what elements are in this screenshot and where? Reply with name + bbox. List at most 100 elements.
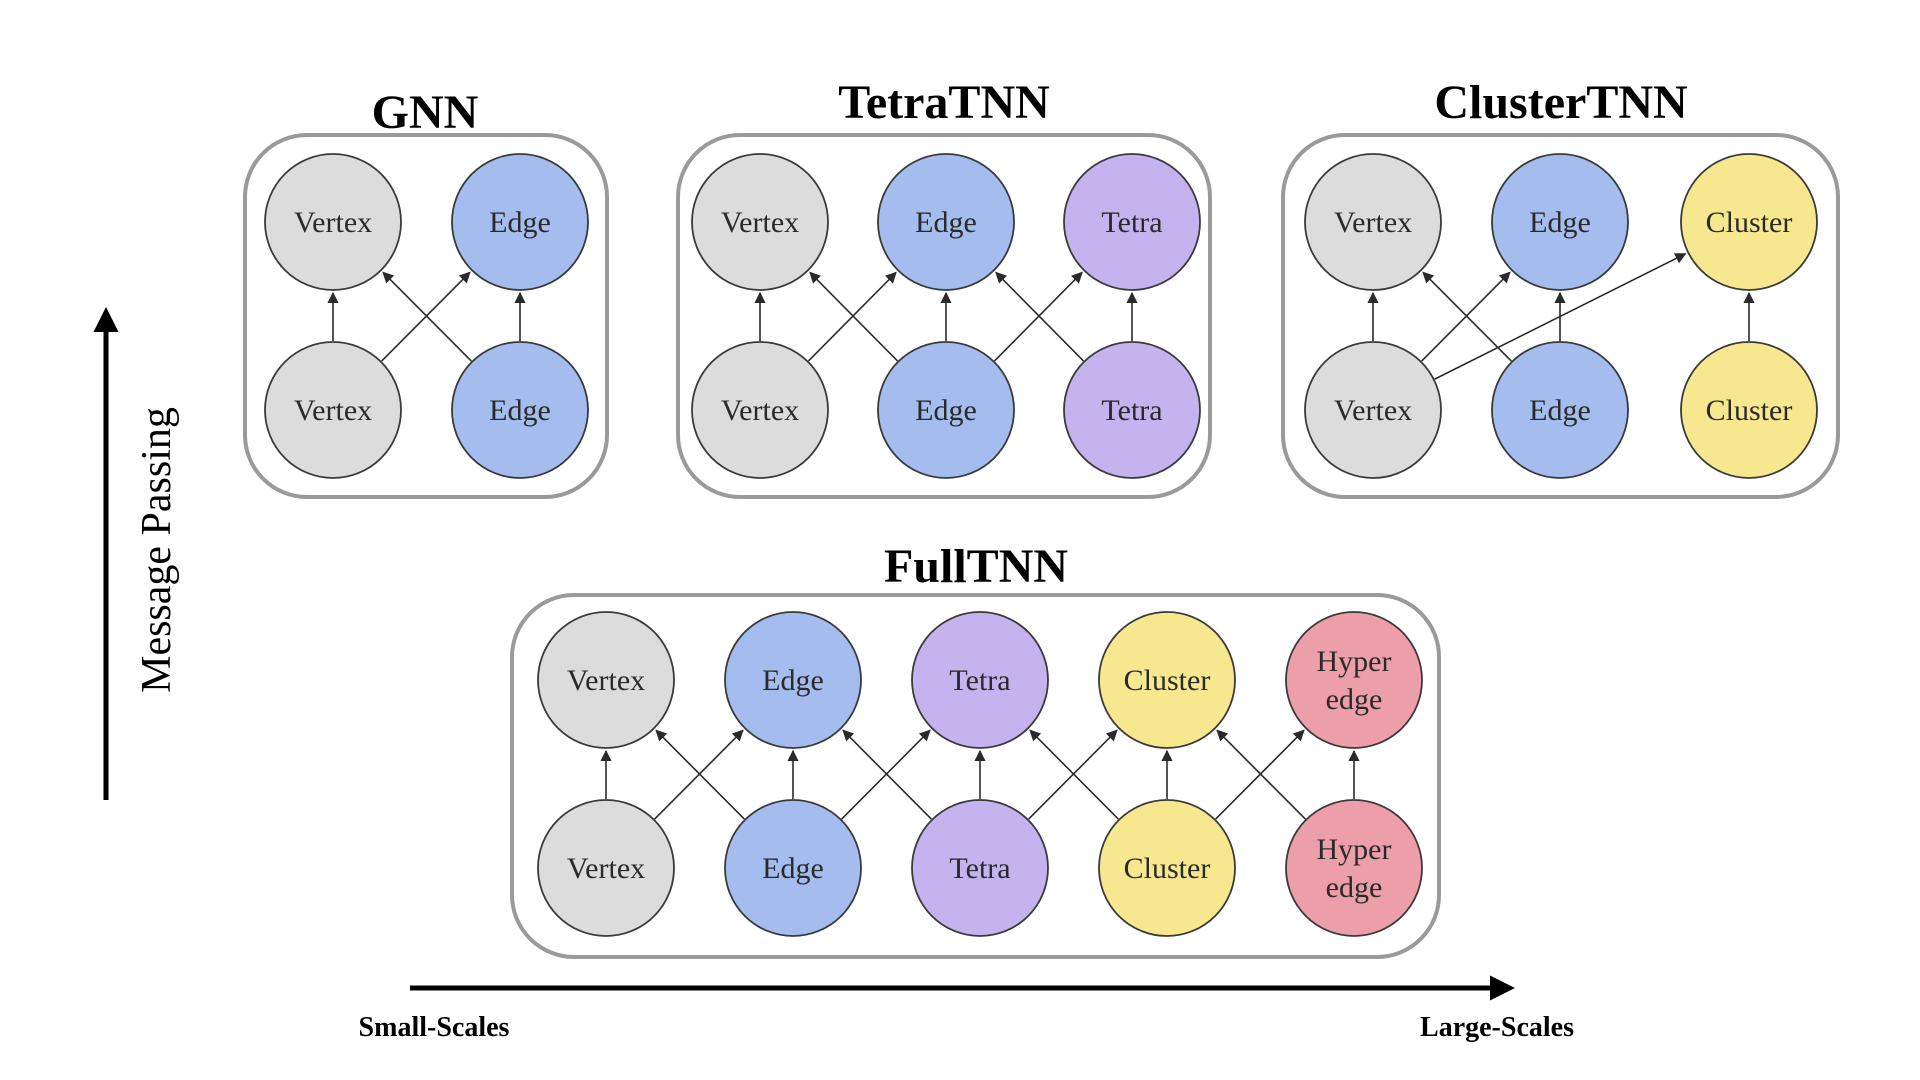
panel-title: FullTNN [884, 540, 1068, 593]
node-label: Vertex [1334, 206, 1412, 239]
arrow-t_bot-to-e_top [995, 271, 1085, 362]
panel-border [676, 133, 1212, 499]
arrow-t_bot-to-c_top [1028, 729, 1118, 820]
arrow-e_bot-to-v_top [809, 271, 899, 362]
node-label: Vertex [721, 394, 799, 427]
node-circle [264, 153, 402, 291]
node-label: Edge [489, 206, 551, 239]
node-circle [877, 153, 1015, 291]
panel-clustertnn: ClusterTNN Vertex Edge Cluster Vertex Edge Clu… [1281, 76, 1840, 499]
node-label: Edge [1529, 394, 1591, 427]
node-label: Cluster [1124, 852, 1211, 885]
node-circle [1304, 153, 1442, 291]
node-vertex: Vertex [537, 799, 675, 937]
message-arrows [1367, 253, 1755, 380]
y-axis-label: Message Passing [134, 407, 180, 693]
node-circle [1063, 341, 1201, 479]
node-cluster: Cluster [1098, 611, 1236, 749]
node-label: Cluster [1706, 394, 1793, 427]
node-vertex: Vertex [1304, 341, 1442, 479]
message-arrows [327, 271, 526, 362]
arrow-h_bot-to-c_top [1216, 729, 1306, 820]
node-tetra: Tetra [1063, 341, 1201, 479]
node-label: Edge [915, 206, 977, 239]
node-tetra: Tetra [911, 611, 1049, 749]
node-edge: Edge [877, 153, 1015, 291]
panel-title: GNN [372, 86, 479, 139]
arrow-e_bot-to-v_top [1422, 271, 1512, 362]
node-label: Vertex [567, 664, 645, 697]
node-circle [1680, 153, 1818, 291]
node-label: Tetra [949, 664, 1010, 697]
node-cluster: Cluster [1098, 799, 1236, 937]
panel-border [510, 593, 1441, 959]
arrow-v_bot-to-e_top [807, 271, 897, 362]
node-vertex: Vertex [264, 341, 402, 479]
node-edge: Edge [877, 341, 1015, 479]
node-circle [1680, 341, 1818, 479]
panels-layer: GNN Vertex Edge Vertex Edge TetraTNN Vertex Edg… [243, 76, 1840, 959]
node-circle [691, 341, 829, 479]
node-label: Vertex [567, 852, 645, 885]
arrow-t_bot-to-e_top [842, 729, 932, 820]
node-vertex: Vertex [537, 611, 675, 749]
node-label: Tetra [1101, 394, 1162, 427]
node-edge: Edge [451, 153, 589, 291]
arrow-v_bot-to-c_top [1434, 253, 1687, 380]
node-label: Hyper [1317, 645, 1392, 678]
node-label: Hyper [1317, 833, 1392, 866]
node-circle [451, 153, 589, 291]
node-label: Vertex [294, 394, 372, 427]
node-label: Edge [915, 394, 977, 427]
node-circle [537, 611, 675, 749]
node-edge: Edge [724, 799, 862, 937]
panel-fulltnn: FullTNN Vertex Edge Tetra Cluster Hyper edge Ve… [510, 540, 1441, 959]
node-circle [877, 341, 1015, 479]
node-cluster: Cluster [1680, 341, 1818, 479]
node-tetra: Tetra [1063, 153, 1201, 291]
node-circle [1491, 341, 1629, 479]
node-edge: Edge [724, 611, 862, 749]
node-label: Tetra [1101, 206, 1162, 239]
panel-border [1281, 133, 1840, 499]
node-label: edge [1326, 871, 1383, 904]
arrow-v_bot-to-e_top [654, 729, 744, 820]
arrow-e_bot-to-v_top [382, 271, 472, 362]
arrow-v_bot-to-e_top [381, 271, 471, 362]
node-tetra: Tetra [911, 799, 1049, 937]
node-circle [451, 341, 589, 479]
node-label: Tetra [949, 852, 1010, 885]
node-circle [1098, 799, 1236, 937]
panel-gnn: GNN Vertex Edge Vertex Edge [243, 86, 609, 499]
arrow-e_bot-to-v_top [655, 729, 745, 820]
node-vertex: Vertex [691, 153, 829, 291]
message-arrows [754, 271, 1138, 362]
node-edge: Edge [1491, 341, 1629, 479]
node-circle [724, 799, 862, 937]
node-circle [537, 799, 675, 937]
node-cluster: Cluster [1680, 153, 1818, 291]
node-label: Vertex [1334, 394, 1412, 427]
panel-title: TetraTNN [838, 76, 1050, 129]
node-label: Cluster [1124, 664, 1211, 697]
node-label: edge [1326, 683, 1383, 716]
arrow-v_bot-to-e_top [1421, 271, 1511, 362]
panel-title: ClusterTNN [1434, 76, 1688, 129]
node-label: Edge [489, 394, 551, 427]
node-circle [1491, 153, 1629, 291]
node-circle [264, 341, 402, 479]
node-circle [911, 799, 1049, 937]
node-vertex: Vertex [691, 341, 829, 479]
node-circle [911, 611, 1049, 749]
node-circle [724, 611, 862, 749]
x-axis-left-label: Small-Scales [359, 1012, 510, 1043]
node-vertex: Vertex [1304, 153, 1442, 291]
node-label: Edge [762, 664, 824, 697]
node-circle [1285, 799, 1423, 937]
node-circle [691, 153, 829, 291]
node-circle [1285, 611, 1423, 749]
x-axis-right-label: Large-Scales [1420, 1012, 1574, 1043]
node-hyperedge: Hyper edge [1285, 799, 1423, 937]
arrow-c_bot-to-h_top [1215, 729, 1305, 820]
